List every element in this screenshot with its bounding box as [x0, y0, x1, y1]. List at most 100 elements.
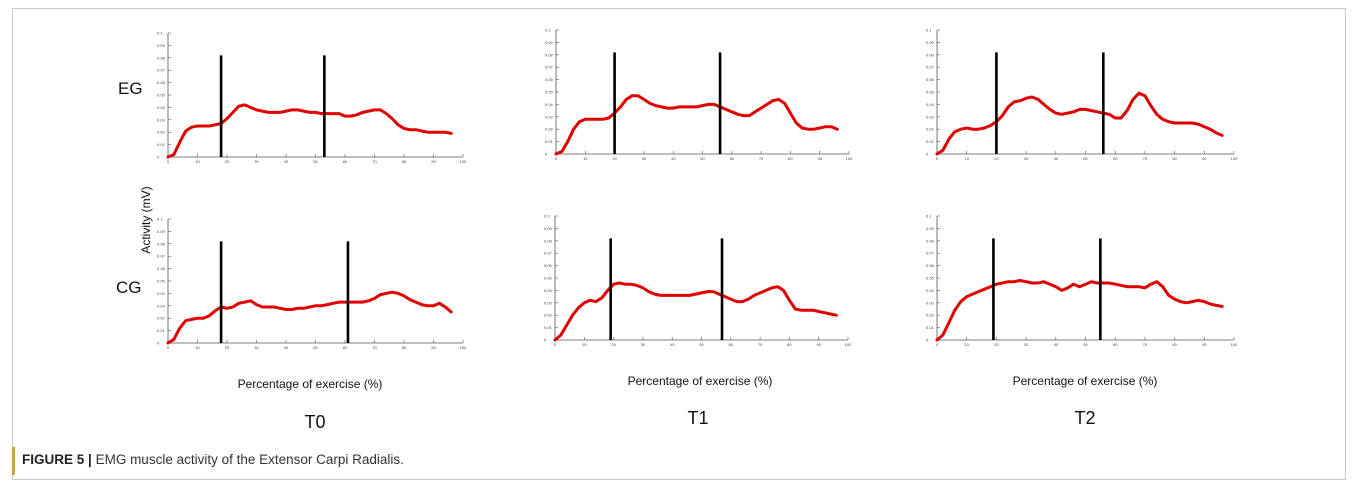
x-tick-label: 0 [936, 156, 939, 161]
x-tick-label: 80 [787, 342, 792, 347]
x-tick-label: 100 [1231, 156, 1238, 161]
y-tick-label: 0.1 [157, 217, 163, 222]
x-tick-label: 90 [817, 156, 822, 161]
x-tick-label: 90 [1202, 156, 1207, 161]
x-tick-label: 90 [431, 159, 436, 164]
y-tick-label: 0.04 [926, 102, 935, 107]
x-tick-label: 50 [700, 156, 705, 161]
y-tick-label: 0.08 [926, 238, 935, 243]
y-tick-label: 0.08 [545, 52, 554, 57]
y-tick-label: 0.01 [544, 325, 553, 330]
y-tick-label: 0 [157, 155, 160, 160]
y-tick-label: 0.07 [926, 251, 935, 256]
x-tick-label: 100 [460, 159, 467, 164]
y-tick-label: 0.1 [157, 31, 163, 36]
x-tick-label: 100 [845, 342, 852, 347]
y-tick-label: 0.05 [926, 276, 935, 281]
x-tick-label: 30 [1024, 156, 1029, 161]
x-tick-label: 80 [1172, 342, 1177, 347]
y-tick-label: 0.02 [157, 130, 166, 135]
x-axis-label-t1: Percentage of exercise (%) [628, 374, 773, 388]
x-tick-label: 100 [1231, 342, 1238, 347]
x-tick-label: 50 [313, 345, 318, 350]
y-tick-label: 0.09 [157, 43, 166, 48]
y-tick-label: 0.03 [926, 114, 935, 119]
row-label-eg: EG [118, 79, 143, 98]
y-tick-label: 0.04 [545, 102, 554, 107]
x-tick-label: 0 [554, 342, 557, 347]
y-tick-label: 0.05 [157, 279, 166, 284]
x-tick-label: 100 [846, 156, 853, 161]
x-tick-label: 20 [611, 342, 616, 347]
x-tick-label: 30 [1024, 342, 1029, 347]
y-tick-label: 0.09 [926, 40, 935, 45]
x-tick-label: 70 [372, 159, 377, 164]
row-label-cg: CG [116, 278, 142, 297]
y-tick-label: 0.01 [926, 139, 935, 144]
plot-panels: 0 0.01 0.02 0.03 0.04 0.05 0.06 0.07 0.08 0.09 0.1… [157, 28, 1238, 351]
panel-cg-t0: 0 0.01 0.02 0.03 0.04 0.05 0.06 0.07 0.08 0.09 0.1… [157, 217, 467, 351]
y-tick-label: 0.1 [544, 214, 550, 219]
x-axis-label-t2: Percentage of exercise (%) [1013, 374, 1158, 388]
x-tick-label: 30 [254, 159, 259, 164]
y-tick-label: 0.02 [545, 127, 554, 132]
x-tick-label: 70 [758, 342, 763, 347]
x-tick-label: 70 [372, 345, 377, 350]
y-tick-label: 0.03 [545, 114, 554, 119]
x-tick-label: 40 [284, 345, 289, 350]
y-tick-label: 0.08 [157, 55, 166, 60]
y-tick-label: 0.06 [157, 266, 166, 271]
y-tick-label: 0.09 [157, 229, 166, 234]
x-tick-label: 40 [671, 156, 676, 161]
y-tick-label: 0.01 [157, 328, 166, 333]
x-tick-label: 20 [225, 159, 230, 164]
x-tick-label: 0 [936, 342, 939, 347]
y-tick-label: 0.08 [926, 52, 935, 57]
y-tick-label: 0.04 [157, 105, 166, 110]
x-tick-label: 10 [583, 156, 588, 161]
y-tick-label: 0.07 [545, 65, 554, 70]
x-tick-label: 90 [431, 345, 436, 350]
emg-series-line [166, 290, 453, 345]
x-tick-label: 40 [284, 159, 289, 164]
y-tick-label: 0 [926, 152, 929, 157]
x-tick-label: 100 [460, 345, 467, 350]
x-tick-label: 40 [670, 342, 675, 347]
column-label-t1: T1 [687, 408, 708, 428]
x-tick-label: 50 [699, 342, 704, 347]
y-tick-label: 0.04 [157, 291, 166, 296]
x-tick-label: 60 [1113, 342, 1118, 347]
figure-caption-label: FIGURE 5 | [22, 452, 92, 467]
x-tick-label: 20 [994, 156, 999, 161]
y-tick-label: 0.05 [544, 276, 553, 281]
x-tick-label: 60 [343, 159, 348, 164]
emg-series-line [935, 279, 1224, 342]
emg-series-line [554, 94, 839, 156]
y-tick-label: 0.05 [926, 90, 935, 95]
y-tick-label: 0.07 [157, 254, 166, 259]
x-tick-label: 10 [195, 345, 200, 350]
panel-eg-t1: 0 0.01 0.02 0.03 0.04 0.05 0.06 0.07 0.08 0.09 0.1… [545, 28, 853, 162]
y-axis-label: Activity (mV) [139, 186, 153, 253]
x-tick-label: 80 [1172, 156, 1177, 161]
y-tick-label: 0.1 [926, 28, 932, 33]
x-tick-label: 70 [1143, 342, 1148, 347]
x-tick-label: 0 [555, 156, 558, 161]
emg-series-line [553, 281, 838, 342]
x-tick-label: 80 [788, 156, 793, 161]
x-tick-label: 80 [402, 345, 407, 350]
y-tick-label: 0.09 [545, 40, 554, 45]
x-tick-label: 50 [1083, 342, 1088, 347]
figure-caption-text: EMG muscle activity of the Extensor Carp… [95, 452, 404, 467]
y-tick-label: 0.03 [926, 300, 935, 305]
x-tick-label: 30 [641, 342, 646, 347]
x-tick-label: 10 [582, 342, 587, 347]
y-tick-label: 0.08 [157, 241, 166, 246]
y-tick-label: 0.04 [926, 288, 935, 293]
y-tick-label: 0 [926, 338, 929, 343]
x-tick-label: 10 [964, 342, 969, 347]
panel-eg-t2: 0 0.01 0.02 0.03 0.04 0.05 0.06 0.07 0.08 0.09 0.1… [926, 28, 1238, 162]
column-label-t0: T0 [304, 412, 325, 432]
x-tick-label: 50 [313, 159, 318, 164]
